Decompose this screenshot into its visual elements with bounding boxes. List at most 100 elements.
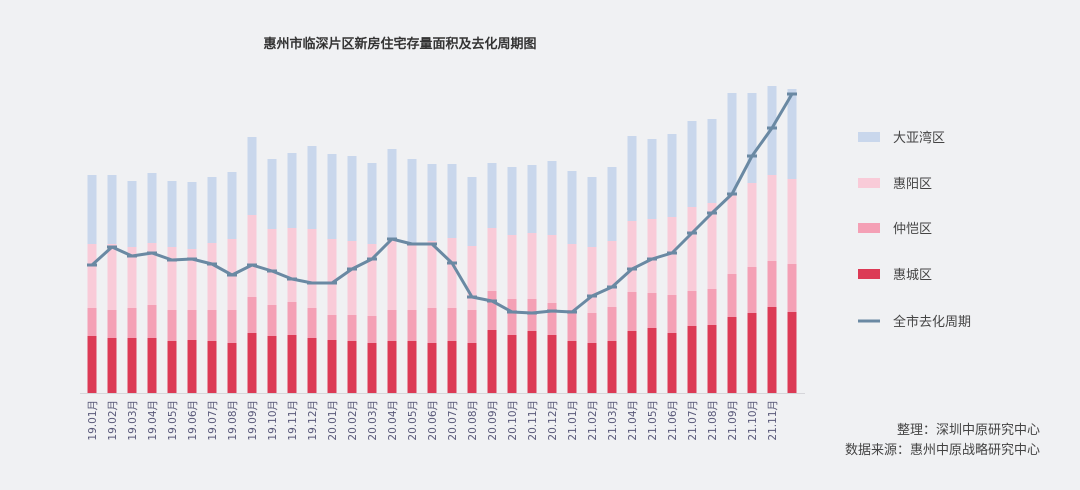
bar-segment-3-17 xyxy=(427,164,437,241)
bar-segment-3-22 xyxy=(527,165,537,233)
bar-segment-3-19 xyxy=(467,177,477,246)
bar-segment-1-20 xyxy=(487,291,497,330)
bar-segment-3-15 xyxy=(387,149,397,238)
bar-segment-0-27 xyxy=(627,331,637,393)
bar-segment-1-2 xyxy=(127,308,137,338)
bar-segment-1-1 xyxy=(107,310,117,338)
footer-compiled-by: 整理：深圳中原研究中心 xyxy=(897,423,1040,438)
bar-segment-2-17 xyxy=(427,241,437,308)
bar-segment-2-10 xyxy=(287,228,297,302)
x-tick-label: 20.11月 xyxy=(527,400,539,441)
bar-segment-0-13 xyxy=(347,341,357,393)
bar-segment-3-6 xyxy=(207,177,217,243)
bar-segment-3-32 xyxy=(727,93,737,193)
bar-segment-3-2 xyxy=(127,181,137,247)
legend-swatch xyxy=(858,223,880,233)
legend-label: 惠城区 xyxy=(893,268,932,283)
bar-segment-1-3 xyxy=(147,305,157,338)
bar-segment-2-26 xyxy=(607,241,617,307)
bar-segment-0-21 xyxy=(507,335,517,393)
bar-segment-2-1 xyxy=(107,244,117,310)
bar-segment-1-22 xyxy=(527,299,537,331)
x-tick-label: 20.07月 xyxy=(447,400,459,441)
bar-segment-1-18 xyxy=(447,308,457,341)
bar-segment-3-33 xyxy=(747,93,757,183)
bar-segment-2-22 xyxy=(527,233,537,299)
bar-segment-0-0 xyxy=(87,336,97,393)
bar-segment-1-25 xyxy=(587,313,597,343)
bar-segment-2-20 xyxy=(487,228,497,291)
bar-segment-1-24 xyxy=(567,310,577,341)
bar-segment-3-13 xyxy=(347,156,357,241)
x-tick-label: 19.01月 xyxy=(87,400,99,441)
bar-segment-2-11 xyxy=(307,229,317,308)
bar-segment-0-35 xyxy=(787,312,797,393)
bar-segment-0-2 xyxy=(127,338,137,393)
legend-swatch xyxy=(858,178,880,188)
x-tick-label: 20.09月 xyxy=(487,400,499,441)
x-tick-label: 21.01月 xyxy=(567,400,579,441)
bar-segment-2-30 xyxy=(687,207,697,291)
x-tick-label: 20.10月 xyxy=(507,400,519,441)
bar-segment-0-32 xyxy=(727,317,737,393)
x-tick-label: 21.07月 xyxy=(687,400,699,441)
bar-segment-2-18 xyxy=(447,238,457,308)
bar-segment-2-19 xyxy=(467,246,477,310)
line-series xyxy=(90,93,794,315)
x-tick-label: 20.03月 xyxy=(367,400,379,441)
bar-segment-2-25 xyxy=(587,247,597,313)
bar-segment-3-1 xyxy=(107,175,117,244)
x-tick-label: 19.06月 xyxy=(187,400,199,441)
bar-segment-3-29 xyxy=(667,134,677,217)
bar-segment-0-11 xyxy=(307,338,317,393)
bar-segment-2-32 xyxy=(727,193,737,274)
bar-segment-0-1 xyxy=(107,338,117,393)
legend-label: 仲恺区 xyxy=(893,222,932,237)
x-tick-label: 19.05月 xyxy=(167,400,179,441)
bar-segment-3-5 xyxy=(187,182,197,249)
bar-segment-1-16 xyxy=(407,310,417,341)
bar-segment-1-10 xyxy=(287,302,297,335)
bar-segment-0-7 xyxy=(227,343,237,393)
bar-segment-0-5 xyxy=(187,340,197,393)
legend-label: 全市去化周期 xyxy=(893,314,971,330)
bar-segment-1-30 xyxy=(687,291,697,326)
bar-segment-1-7 xyxy=(227,310,237,343)
bar-segment-3-27 xyxy=(627,136,637,221)
bar-segment-3-4 xyxy=(167,181,177,247)
x-tick-label: 21.11月 xyxy=(767,400,779,441)
bar-segment-0-24 xyxy=(567,341,577,393)
bar-segment-2-2 xyxy=(127,247,137,308)
bar-segment-2-13 xyxy=(347,241,357,315)
x-tick-label: 20.08月 xyxy=(467,400,479,441)
bar-segment-2-34 xyxy=(767,175,777,261)
bar-segment-2-31 xyxy=(707,203,717,289)
bar-segment-1-21 xyxy=(507,299,517,335)
bar-segment-0-33 xyxy=(747,313,757,393)
bar-segment-2-33 xyxy=(747,183,757,267)
bar-segment-3-9 xyxy=(267,159,277,229)
bar-segment-0-15 xyxy=(387,341,397,393)
x-tick-label: 21.08月 xyxy=(707,400,719,441)
bar-segment-0-12 xyxy=(327,340,337,393)
bar-segment-3-16 xyxy=(407,159,417,244)
bar-segment-0-29 xyxy=(667,333,677,393)
bar-segment-1-29 xyxy=(667,295,677,333)
x-tick-label: 19.03月 xyxy=(127,400,139,441)
bar-segment-1-5 xyxy=(187,310,197,340)
bar-segment-1-13 xyxy=(347,315,357,341)
bar-segment-1-0 xyxy=(87,308,97,336)
bar-segment-3-14 xyxy=(367,163,377,244)
bar-segment-0-28 xyxy=(647,328,657,393)
bar-segment-1-26 xyxy=(607,307,617,341)
bar-segment-2-27 xyxy=(627,221,637,292)
bar-segment-0-16 xyxy=(407,341,417,393)
bar-segment-0-25 xyxy=(587,343,597,393)
bar-segment-1-19 xyxy=(467,310,477,343)
x-tick-label: 19.12月 xyxy=(307,400,319,441)
x-tick-label: 21.09月 xyxy=(727,400,739,441)
bar-segment-0-18 xyxy=(447,341,457,393)
bar-segment-1-31 xyxy=(707,289,717,325)
x-tick-label: 19.04月 xyxy=(147,400,159,441)
